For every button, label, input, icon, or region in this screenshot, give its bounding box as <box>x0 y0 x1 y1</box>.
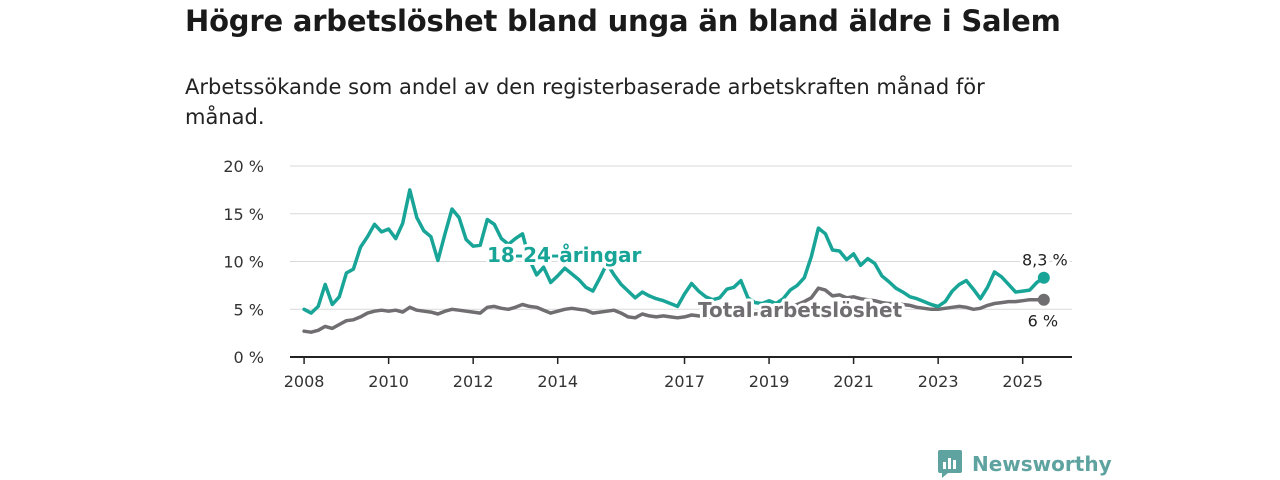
brand-name: Newsworthy <box>972 452 1112 476</box>
series-line-total-end-point <box>1037 293 1050 306</box>
x-tick-label: 2014 <box>537 372 578 391</box>
series-label-total: Total arbetslöshet <box>698 298 903 322</box>
y-tick-label: 0 % <box>234 348 264 367</box>
end-value-label-total: 6 % <box>1028 312 1058 331</box>
brand[interactable]: Newsworthy <box>937 449 1112 479</box>
y-tick-label: 5 % <box>234 300 264 319</box>
chart-subtitle: Arbetssökande som andel av den registerb… <box>185 75 985 129</box>
x-tick-label: 2025 <box>1002 372 1043 391</box>
y-tick-label: 20 % <box>223 157 264 176</box>
series-line-18-24-end-point <box>1037 271 1050 284</box>
chart-title: Högre arbetslöshet bland unga än bland ä… <box>185 4 1061 38</box>
line-chart: 0 % 5 % 10 % 15 % 20 % 2008 2010 2012 2014 2017 20… <box>223 157 1072 391</box>
series-label-18-24: 18-24-åringar <box>487 243 642 267</box>
x-tick-label: 2010 <box>368 372 409 391</box>
newsworthy-logo-icon <box>938 450 962 478</box>
x-tick-label: 2017 <box>664 372 705 391</box>
y-tick-label: 15 % <box>223 205 264 224</box>
end-value-label-18-24: 8,3 % <box>1022 251 1068 270</box>
series-line-18-24 <box>302 188 1046 315</box>
x-tick-label: 2021 <box>833 372 874 391</box>
x-tick-label: 2019 <box>749 372 790 391</box>
x-tick-label: 2008 <box>284 372 325 391</box>
x-tick-label: 2012 <box>453 372 494 391</box>
y-tick-label: 10 % <box>223 253 264 272</box>
series-line-total <box>302 286 1046 334</box>
x-tick-label: 2023 <box>918 372 959 391</box>
